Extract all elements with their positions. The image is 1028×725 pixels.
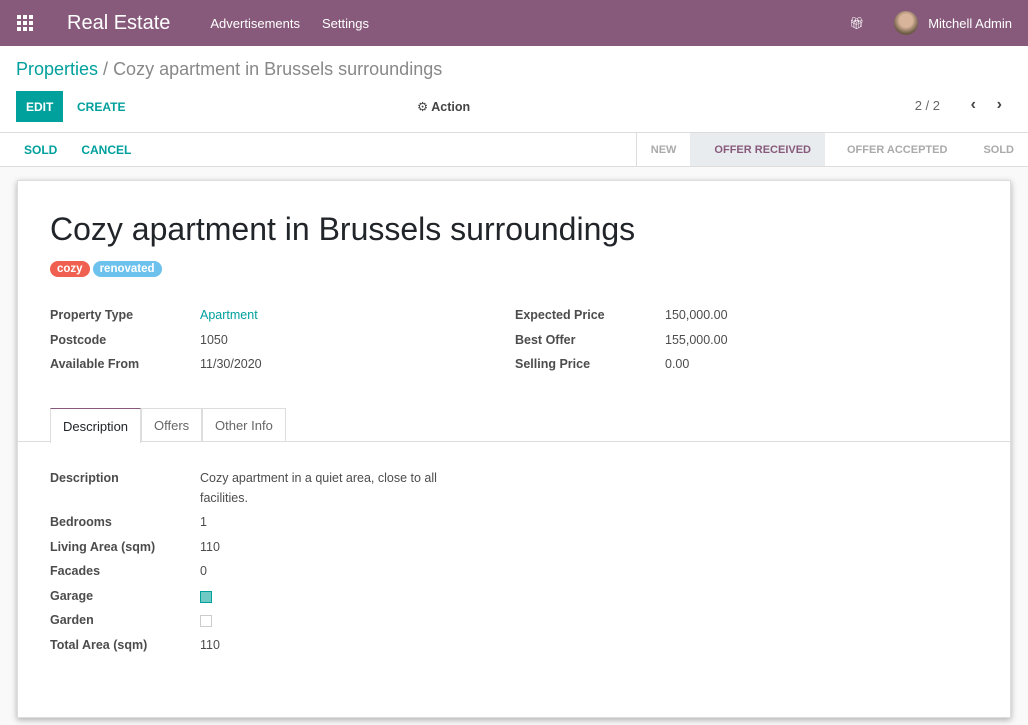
- menu-advertisements[interactable]: Advertisements: [210, 15, 300, 31]
- living-area-value: 110: [200, 540, 220, 554]
- stage-new[interactable]: NEW: [650, 143, 677, 156]
- edit-button[interactable]: EDIT: [16, 91, 64, 122]
- action-label: Action: [431, 99, 471, 114]
- cancel-button[interactable]: CANCEL: [81, 142, 132, 157]
- field-label: Garden: [50, 613, 94, 627]
- gear-icon: ⚙: [417, 100, 429, 114]
- avatar[interactable]: [894, 11, 919, 35]
- facades-value: 0: [200, 564, 207, 578]
- field-label: Living Area (sqm): [50, 540, 156, 554]
- field-label: Postcode: [50, 333, 107, 347]
- breadcrumb-current: Cozy apartment in Brussels surroundings: [113, 59, 443, 79]
- field-label: Description: [50, 471, 119, 485]
- total-area-value: 110: [200, 638, 220, 652]
- available-from-value: 11/30/2020: [200, 357, 262, 371]
- top-navbar: Real Estate Advertisements Settings 🎁︎ M…: [0, 0, 1028, 46]
- garden-checkbox[interactable]: [200, 615, 212, 627]
- selling-price-value: 0.00: [665, 357, 690, 371]
- breadcrumb-properties[interactable]: Properties: [16, 59, 99, 79]
- garage-checkbox[interactable]: [200, 591, 212, 603]
- postcode-value: 1050: [200, 333, 228, 347]
- gift-icon[interactable]: 🎁︎: [848, 16, 865, 30]
- menu-settings[interactable]: Settings: [321, 15, 369, 31]
- field-label: Selling Price: [515, 357, 591, 371]
- stage-offer-accepted[interactable]: OFFER ACCEPTED: [847, 143, 948, 156]
- expected-price-value: 150,000.00: [665, 308, 728, 322]
- tag-cozy: cozy: [50, 261, 90, 277]
- tab-description[interactable]: Description: [50, 408, 142, 443]
- breadcrumb: Properties / Cozy apartment in Brussels …: [16, 59, 443, 79]
- description-value: Cozy apartment in a quiet area, close to…: [200, 471, 437, 505]
- statusbar: SOLD CANCEL NEW OFFER RECEIVED OFFER ACC…: [0, 133, 1028, 167]
- stage-offer-received[interactable]: OFFER RECEIVED: [690, 133, 825, 166]
- field-label: Facades: [50, 564, 101, 578]
- create-button[interactable]: CREATE: [77, 99, 126, 114]
- app-name: Real Estate: [67, 11, 171, 34]
- chevron-left-icon[interactable]: ‹: [970, 96, 976, 113]
- record-title: Cozy apartment in Brussels surroundings: [50, 211, 636, 247]
- field-label: Best Offer: [515, 333, 576, 347]
- user-menu[interactable]: Mitchell Admin: [928, 15, 1012, 31]
- tag-renovated: renovated: [92, 261, 162, 277]
- field-label: Expected Price: [515, 308, 605, 322]
- notebook-tabs: Description Offers Other Info: [18, 408, 1010, 443]
- pager-value[interactable]: 2 / 2: [914, 98, 940, 113]
- field-label: Property Type: [50, 308, 134, 322]
- field-label: Garage: [50, 589, 94, 603]
- form-sheet: Cozy apartment in Brussels surroundings …: [17, 180, 1011, 718]
- control-panel: Properties / Cozy apartment in Brussels …: [0, 46, 1028, 133]
- best-offer-value: 155,000.00: [665, 333, 728, 347]
- bedrooms-value: 1: [200, 515, 207, 529]
- field-label: Bedrooms: [50, 515, 112, 529]
- grid-icon: [17, 15, 33, 31]
- sold-button[interactable]: SOLD: [24, 142, 58, 157]
- tab-other-info[interactable]: Other Info: [202, 408, 286, 442]
- chevron-right-icon[interactable]: ›: [996, 96, 1002, 113]
- action-button[interactable]: ⚙ Action: [407, 91, 480, 122]
- tab-offers[interactable]: Offers: [141, 408, 203, 442]
- field-label: Total Area (sqm): [50, 638, 148, 652]
- stage-pipeline: NEW OFFER RECEIVED OFFER ACCEPTED SOLD: [635, 133, 1028, 166]
- field-label: Available From: [50, 357, 140, 371]
- stage-sold[interactable]: SOLD: [983, 143, 1014, 156]
- property-type-link[interactable]: Apartment: [200, 308, 258, 322]
- apps-menu-button[interactable]: [0, 15, 50, 31]
